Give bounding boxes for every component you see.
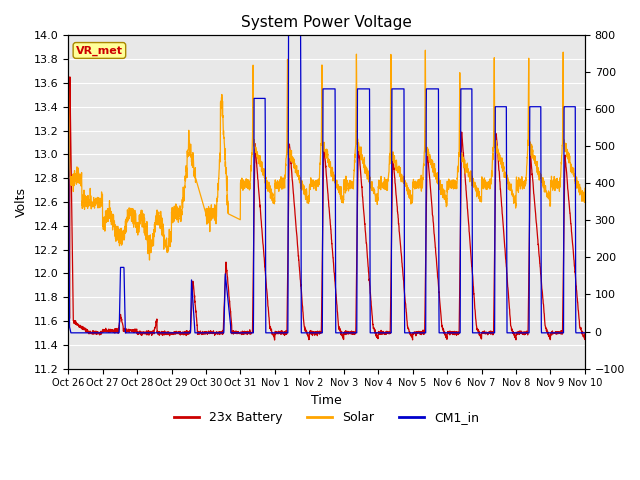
Text: VR_met: VR_met	[76, 45, 123, 56]
Legend: 23x Battery, Solar, CM1_in: 23x Battery, Solar, CM1_in	[169, 406, 484, 429]
Title: System Power Voltage: System Power Voltage	[241, 15, 412, 30]
X-axis label: Time: Time	[311, 394, 342, 407]
Y-axis label: Volts: Volts	[15, 187, 28, 217]
